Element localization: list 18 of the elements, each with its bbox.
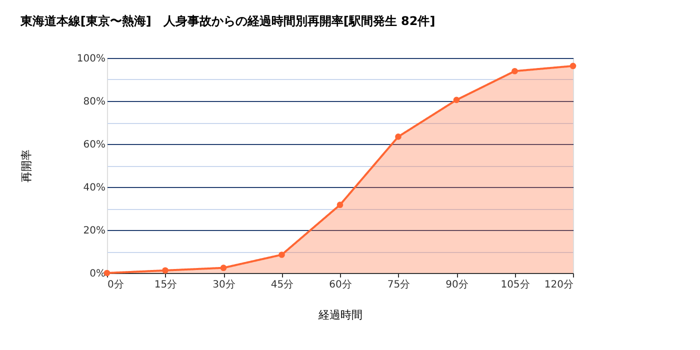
y-tick-label: 20% (83, 226, 106, 236)
y-tick-label: 0% (90, 268, 106, 280)
x-tick-label: 120分 (544, 278, 574, 290)
x-tick-label: 15分 (154, 278, 178, 290)
x-tick-label: 0分 (108, 278, 124, 290)
x-tick-label: 60分 (329, 278, 352, 290)
y-tick-label: 60% (83, 140, 106, 150)
x-tick-label: 75分 (387, 278, 410, 290)
x-tick-label: 30分 (212, 278, 236, 290)
y-axis-title: 再開率 (20, 150, 33, 182)
x-axis-title: 経過時間 (318, 308, 362, 322)
x-tick-label: 105分 (500, 278, 530, 290)
chart-title: 東海道本線[東京〜熱海] 人身事故からの経過時間別再開率[駅間発生 82件] (19, 14, 436, 28)
x-tick-label: 90分 (446, 278, 468, 290)
y-tick-label: 40% (83, 182, 106, 194)
y-tick-label: 80% (83, 96, 106, 108)
x-tick-label: 45分 (270, 278, 294, 290)
y-tick-label: 100% (76, 54, 106, 64)
